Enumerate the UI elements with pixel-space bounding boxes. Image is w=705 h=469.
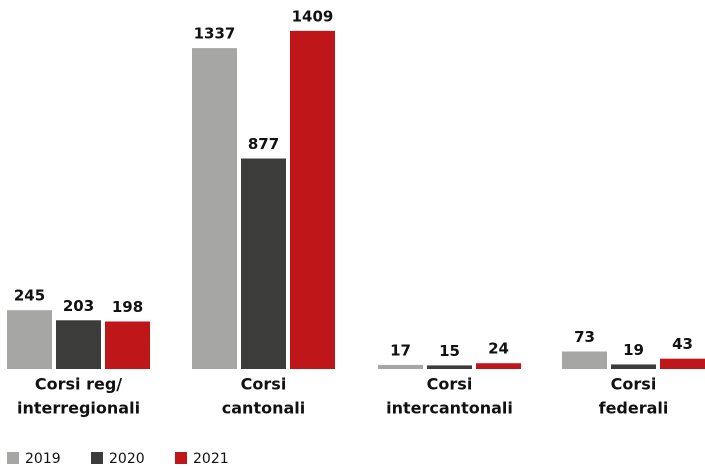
bar — [105, 321, 150, 369]
value-label: 19 — [623, 341, 644, 359]
value-label: 15 — [439, 342, 460, 360]
legend-label: 2020 — [109, 451, 145, 467]
value-label: 73 — [574, 328, 595, 346]
legend-label: 2021 — [193, 451, 229, 467]
value-label: 43 — [672, 335, 693, 353]
category-label: Corsi — [241, 375, 287, 394]
value-label: 24 — [488, 340, 509, 358]
category-label: Corsi — [427, 375, 473, 394]
legend-swatch — [175, 452, 187, 464]
legend-swatch — [91, 452, 103, 464]
category-label: intercantonali — [386, 399, 513, 418]
category-label: cantonali — [222, 399, 305, 418]
bar — [241, 158, 286, 369]
value-label: 17 — [390, 341, 411, 359]
value-label: 245 — [14, 287, 45, 305]
bar — [7, 310, 52, 369]
category-label: Corsi reg/ — [35, 375, 122, 394]
value-label: 1409 — [292, 7, 334, 25]
legend-swatch — [7, 452, 19, 464]
value-label: 203 — [63, 297, 94, 315]
bar — [611, 364, 656, 369]
value-label: 877 — [248, 135, 279, 153]
bar — [290, 30, 335, 370]
bar — [427, 365, 472, 369]
category-label: federali — [599, 399, 669, 418]
bar — [192, 48, 237, 370]
category-label: interregionali — [17, 399, 140, 418]
bar — [660, 358, 705, 369]
category-label: Corsi — [611, 375, 657, 394]
value-label: 198 — [112, 298, 143, 316]
bar — [476, 363, 521, 369]
value-label: 1337 — [194, 25, 236, 43]
bar — [562, 351, 607, 369]
bar — [56, 320, 101, 369]
bar — [378, 364, 423, 369]
legend-label: 2019 — [25, 451, 61, 467]
